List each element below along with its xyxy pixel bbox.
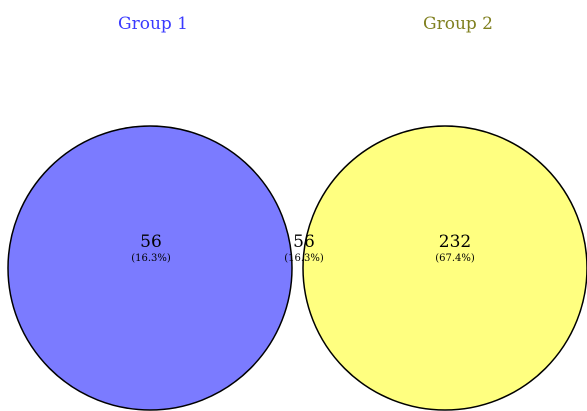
group2-label: Group 2: [423, 14, 493, 34]
intersection-count: 56: [293, 232, 315, 252]
group2-only-count: 232: [439, 232, 471, 252]
group1-label: Group 1: [118, 14, 188, 34]
group2-circle: [303, 126, 587, 410]
group1-outline: [7, 125, 293, 411]
group1-only-count: 56: [140, 232, 162, 252]
group1-only-percent: (16.3%): [131, 253, 171, 264]
group2-outline: [302, 125, 587, 411]
intersection-percent: (16.3%): [284, 253, 324, 264]
group1-circle: [8, 126, 292, 410]
group2-only-percent: (67.4%): [435, 253, 475, 264]
